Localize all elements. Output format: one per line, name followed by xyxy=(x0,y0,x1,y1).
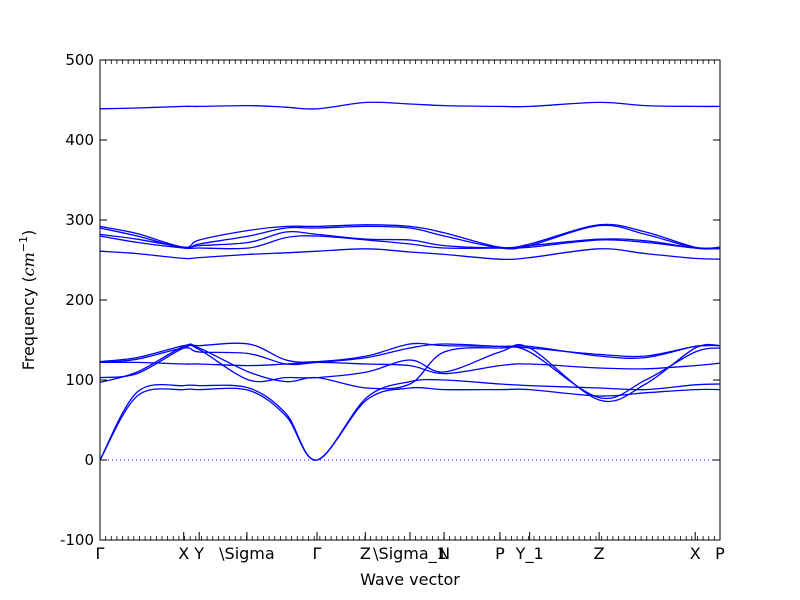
x-tick-label: Γ xyxy=(96,544,105,563)
y-axis-label-unit: cm xyxy=(19,252,38,276)
x-axis-label: Wave vector xyxy=(360,570,460,589)
y-tick-label: 0 xyxy=(84,451,94,469)
x-tick-label: X xyxy=(178,544,189,563)
y-axis-label-main: Frequency ( xyxy=(19,276,38,370)
y-tick-label: 200 xyxy=(65,291,94,309)
x-tick-label: \Sigma xyxy=(219,544,275,563)
x-tick-label: P xyxy=(495,544,505,563)
x-tick-label: Z xyxy=(594,544,605,563)
series-layer xyxy=(99,101,721,461)
y-tick-label: 400 xyxy=(65,131,94,149)
band-line-13 xyxy=(99,101,721,110)
band-line-9 xyxy=(99,235,721,250)
x-tick-label: \Sigma_1 xyxy=(373,544,447,564)
y-tick-label: 100 xyxy=(65,371,94,389)
band-line-7 xyxy=(99,361,721,375)
x-tick-label: P xyxy=(715,544,725,563)
x-tick-label: Y_1 xyxy=(515,544,544,564)
x-tick-label: Γ xyxy=(313,544,322,563)
band-line-3 xyxy=(99,343,721,400)
y-tick-label: -100 xyxy=(60,531,94,549)
band-line-5 xyxy=(99,343,721,366)
band-line-11 xyxy=(99,224,721,250)
y-tick-label: 300 xyxy=(65,211,94,229)
plot-frame xyxy=(99,59,721,541)
band-line-8 xyxy=(99,248,721,261)
y-axis-label-close: ) xyxy=(19,230,38,236)
band-line-4 xyxy=(99,343,721,403)
x-tick-label: N xyxy=(438,544,450,563)
x-tick-label: Y xyxy=(193,544,204,563)
y-tick-label: 500 xyxy=(65,51,94,69)
y-axis-label: Frequency (cm−1) xyxy=(17,230,38,371)
x-tick-label: Z xyxy=(360,544,371,563)
x-tick-label: X xyxy=(690,544,701,563)
band-line-6 xyxy=(99,342,721,363)
y-axis-label-exponent: −1 xyxy=(17,236,30,252)
band-line-1 xyxy=(99,386,721,461)
band-line-12 xyxy=(99,223,721,249)
